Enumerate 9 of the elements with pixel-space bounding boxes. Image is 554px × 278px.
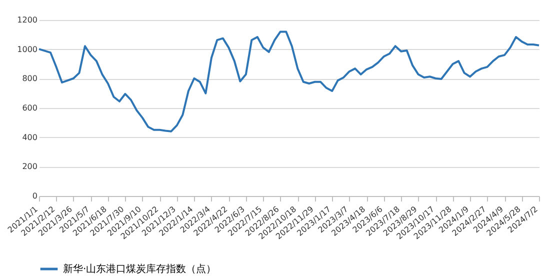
y-tick-label: 1000 — [17, 44, 38, 54]
y-tick-label: 600 — [22, 104, 38, 112]
y-tick-label: 200 — [22, 162, 38, 172]
legend-label: 新华·山东港口煤炭库存指数（点） — [63, 263, 216, 275]
y-tick-label: 400 — [22, 132, 38, 142]
line-series — [38, 30, 540, 132]
y-tick-label: 0 — [32, 192, 38, 200]
y-tick-label: 800 — [22, 74, 38, 84]
y-tick-label: 1200 — [17, 16, 38, 24]
